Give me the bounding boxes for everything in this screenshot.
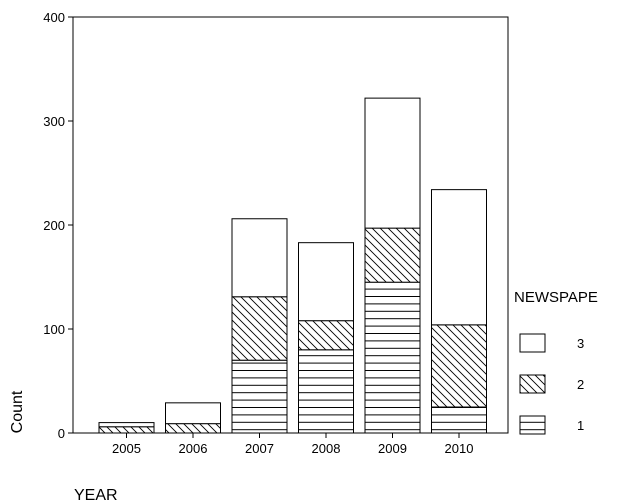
bar-2007-series-2 (231, 296, 288, 361)
bar-2005-series-2 (98, 426, 155, 434)
y-axis-title: Count (9, 390, 26, 433)
bar-2007-series-3 (231, 218, 288, 298)
legend-title: NEWSPAPE (514, 289, 598, 306)
x-axis-title: YEAR (74, 487, 118, 504)
legend-label-2: 2 (577, 377, 584, 392)
bar-2006-series-2 (165, 423, 221, 434)
bar-2006-series-3 (165, 402, 221, 425)
bar-2005-series-3 (98, 422, 155, 428)
legend-label-3: 3 (577, 336, 584, 351)
bar-2010-series-3 (431, 189, 487, 326)
y-axis: 0 100 200 300 400 (43, 10, 73, 441)
legend-swatch-2 (519, 374, 546, 394)
bars-group (98, 97, 487, 434)
legend-items: 3 2 1 (519, 333, 584, 435)
bar-2008-series-1 (298, 349, 354, 434)
legend-swatch-3 (519, 333, 546, 353)
x-tick-label: 2007 (245, 441, 274, 456)
x-axis: 2005 2006 2007 2008 2009 2010 (112, 433, 473, 456)
bar-2010-series-2 (431, 324, 487, 408)
bar-2009-series-2 (364, 227, 421, 283)
bar-2008-series-2 (298, 320, 354, 351)
y-tick-label: 300 (43, 114, 65, 129)
x-tick-label: 2006 (179, 441, 208, 456)
bar-2009-series-3 (364, 97, 421, 229)
y-tick-label: 200 (43, 218, 65, 233)
bar-2007-series-1 (231, 359, 288, 434)
x-tick-label: 2005 (112, 441, 141, 456)
bar-2009-series-1 (364, 281, 421, 434)
legend-swatch-1 (519, 415, 546, 435)
y-tick-label: 0 (58, 426, 65, 441)
legend-label-1: 1 (577, 418, 584, 433)
legend: NEWSPAPE 3 2 1 (514, 289, 598, 435)
bar-2010-series-1 (431, 406, 487, 434)
y-tick-label: 100 (43, 322, 65, 337)
x-tick-label: 2010 (445, 441, 474, 456)
x-tick-label: 2008 (312, 441, 341, 456)
y-tick-label: 400 (43, 10, 65, 25)
x-tick-label: 2009 (378, 441, 407, 456)
bar-2008-series-3 (298, 242, 354, 322)
